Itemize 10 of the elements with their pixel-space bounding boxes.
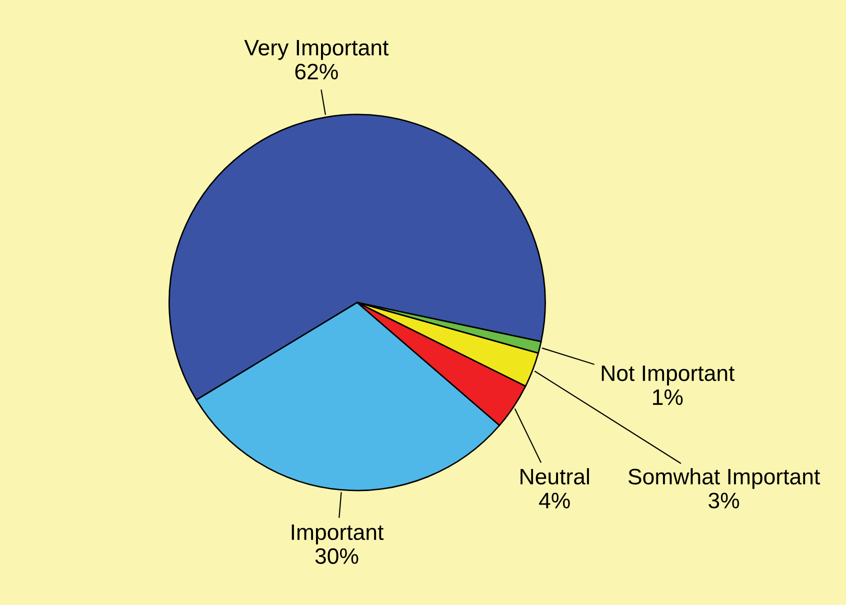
data-label: 62% [295, 64, 338, 80]
data-label: 3% [708, 492, 740, 508]
data-label: 4% [539, 492, 570, 508]
slice-label: Very Important [244, 40, 389, 60]
data-label: 1% [653, 389, 683, 405]
slice-label: Neutral [520, 468, 589, 484]
slice-label: Important [292, 524, 384, 544]
slice-label: Somwhat Important [628, 468, 820, 489]
slice-label: Not Important [602, 366, 735, 386]
data-label: 30% [315, 548, 358, 564]
